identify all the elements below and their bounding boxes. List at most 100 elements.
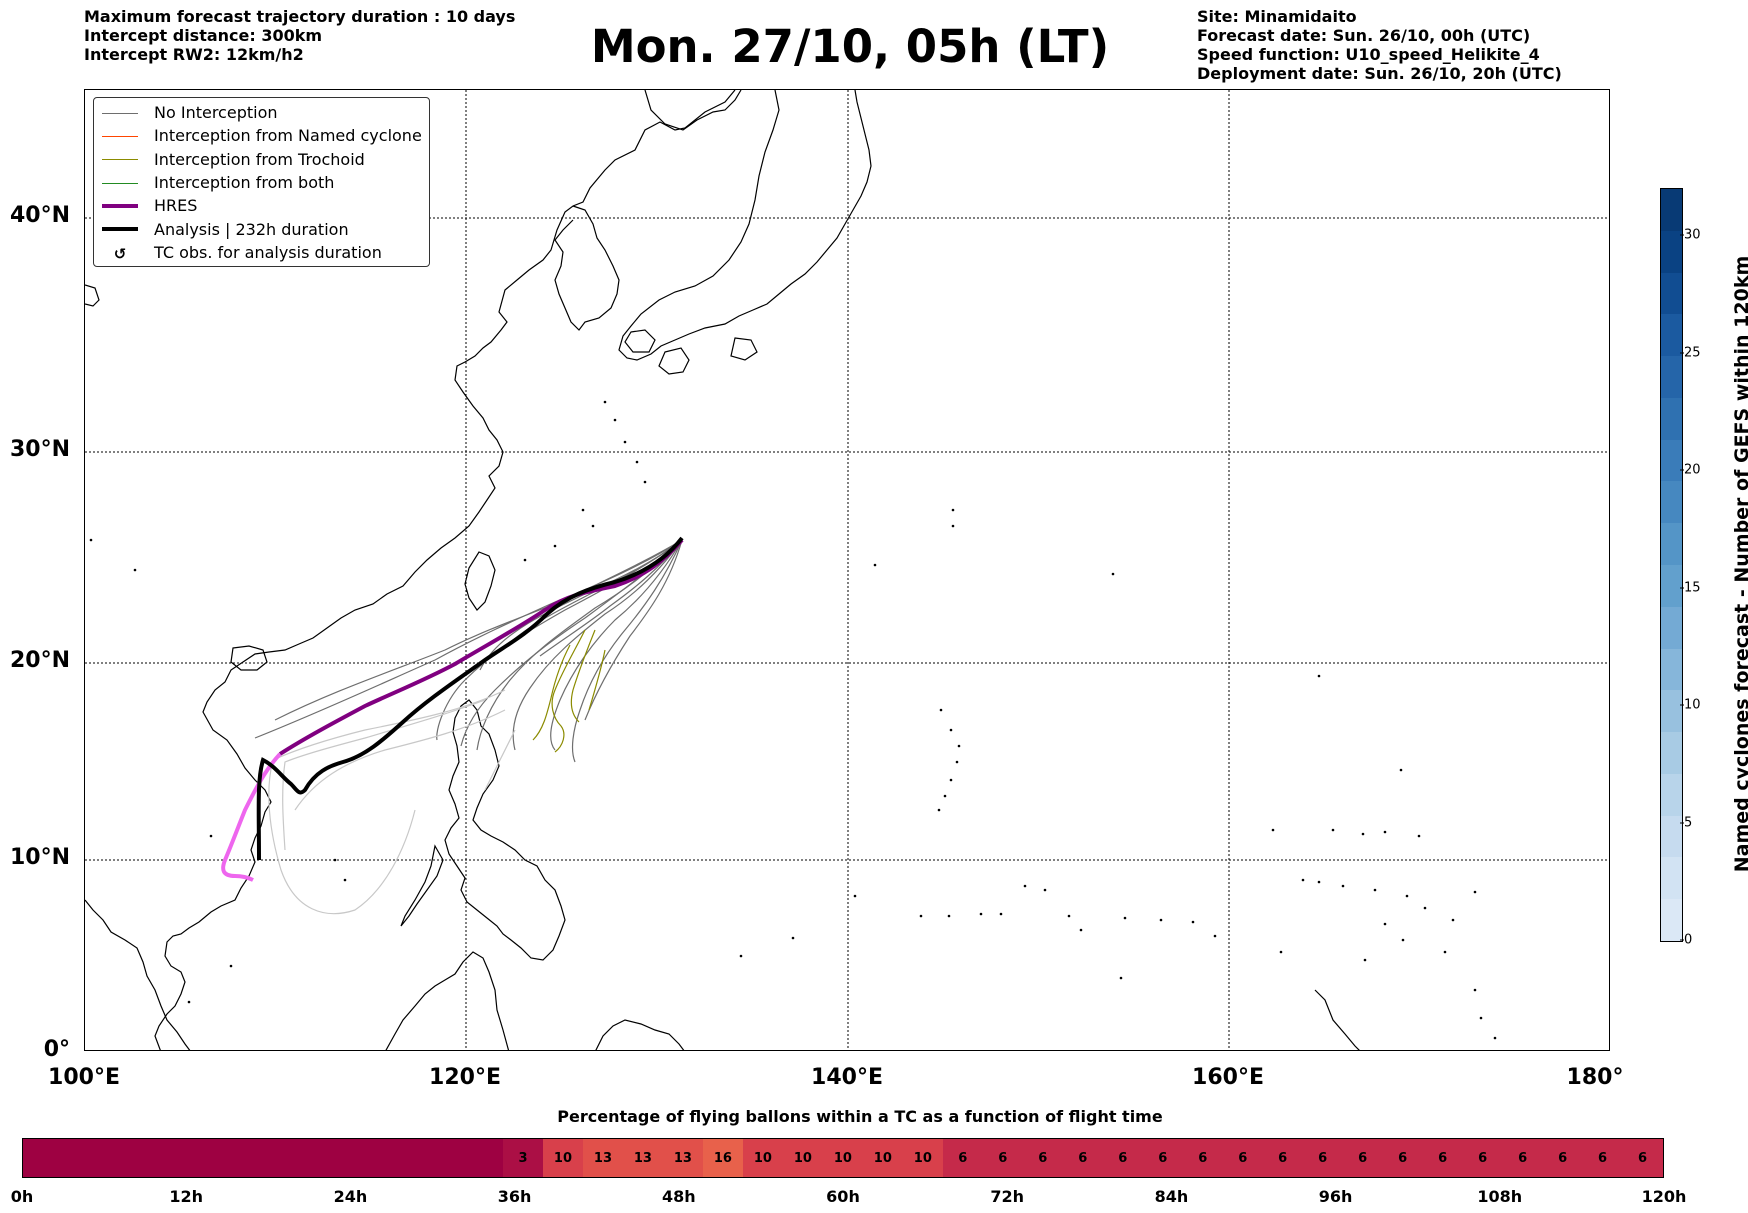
map-canvas (85, 90, 1609, 1050)
legend-label: Interception from both (154, 173, 335, 193)
colorbar-segment (1661, 648, 1682, 691)
timebar-cell: 6 (1542, 1139, 1583, 1177)
no-interception-trajectories (254, 539, 683, 763)
site-text: Site: Minamidaito (1197, 7, 1357, 26)
colorbar-segment (1661, 564, 1682, 607)
colorbar: 0 5 10 15 20 25 30 (1660, 188, 1701, 947)
timebar-cell: 6 (1422, 1139, 1463, 1177)
colorbar-segment (1661, 815, 1682, 858)
timebar-cell: 6 (1222, 1139, 1263, 1177)
legend-label: HRES (154, 196, 198, 216)
coastlines (85, 90, 1497, 1050)
site-info: Site: Minamidaito Forecast date: Sun. 26… (1197, 7, 1562, 83)
lon-label-100e: 100°E (48, 1065, 120, 1090)
colorbar-segment (1661, 606, 1682, 649)
analysis-trajectory (256, 536, 684, 861)
lat-label-20n: 20°N (9, 648, 70, 673)
legend-label: Interception from Trochoid (154, 149, 365, 169)
legend-label: Analysis | 232h duration (154, 219, 349, 239)
timebar-cell: 3 (503, 1139, 543, 1177)
timebar-cell: 6 (982, 1139, 1023, 1177)
timebar-tick-label: 120h (1641, 1187, 1687, 1206)
forecast-parameters: Maximum forecast trajectory duration : 1… (84, 7, 515, 64)
colorbar-segment (1661, 439, 1682, 482)
timebar-cell: 13 (582, 1139, 623, 1177)
intercept-distance-text: Intercept distance: 300km (84, 26, 323, 45)
legend-item: No Interception (100, 101, 423, 124)
cyclone-icon: ↺ (113, 245, 127, 264)
colorbar-segment (1661, 230, 1682, 273)
hres-trajectory-tail (221, 752, 282, 882)
timebar-tick-label: 84h (1154, 1187, 1189, 1206)
timebar-tick-label: 36h (497, 1187, 532, 1206)
colorbar-segment (1661, 773, 1682, 816)
timebar-cell: 10 (742, 1139, 783, 1177)
tc-percentage-timebar: 3 10 13 13 13 16 10 10 10 10 10 6 6 6 6 6 6 6 6 6 6 6 6 6 6 6 6 6 6 (22, 1138, 1664, 1178)
timebar-cell: 6 (1622, 1139, 1663, 1177)
colorbar-label: Named cyclones forecast - Number of GEFS… (1731, 255, 1748, 873)
colorbar-segment (1661, 857, 1682, 900)
colorbar-scale (1660, 188, 1683, 942)
colorbar-segment (1661, 314, 1682, 357)
trochoid-trajectories (532, 629, 606, 753)
timebar-cell: 6 (1302, 1139, 1343, 1177)
lon-label-180: 180° (1566, 1065, 1624, 1090)
colorbar-segment (1661, 523, 1682, 565)
colorbar-tick: 15 (1680, 580, 1701, 595)
colorbar-segment (1661, 899, 1682, 941)
colorbar-tick: 20 (1680, 462, 1701, 478)
timebar-cell: 6 (1102, 1139, 1143, 1177)
legend-item: Interception from Trochoid (100, 148, 423, 171)
lat-label-10n: 10°N (9, 845, 70, 870)
lat-label-30n: 30°N (9, 437, 70, 462)
timebar-title: Percentage of flying ballons within a TC… (557, 1107, 1163, 1126)
timebar-cell: 6 (942, 1139, 983, 1177)
timebar-cell: 10 (822, 1139, 863, 1177)
timebar-tick-label: 108h (1477, 1187, 1523, 1206)
timebar-cell: 6 (1342, 1139, 1383, 1177)
speed-function-text: Speed function: U10_speed_Helikite_4 (1197, 45, 1540, 64)
timebar-cell: 6 (1582, 1139, 1623, 1177)
timebar-cell: 10 (902, 1139, 943, 1177)
lon-label-140e: 140°E (811, 1065, 883, 1090)
colorbar-tick: 5 (1679, 815, 1693, 830)
timebar-cell: 6 (1022, 1139, 1063, 1177)
colorbar-tick: 30 (1680, 227, 1701, 243)
colorbar-tick: 0 (1679, 932, 1693, 948)
legend-label: Interception from Named cyclone (154, 126, 422, 146)
light-trajectories (268, 689, 516, 915)
colorbar-segment (1661, 481, 1682, 524)
timebar-cell: 10 (862, 1139, 903, 1177)
colorbar-segment (1661, 397, 1682, 440)
map-gridlines (85, 90, 1609, 1050)
timebar-cell: 6 (1462, 1139, 1503, 1177)
colorbar-segment (1661, 356, 1682, 398)
timebar-tick-label: 12h (169, 1187, 204, 1206)
timebar-cell: 13 (622, 1139, 663, 1177)
colorbar-tick: 25 (1680, 345, 1701, 360)
max-duration-text: Maximum forecast trajectory duration : 1… (84, 7, 516, 26)
colorbar-segment (1661, 188, 1682, 231)
legend-item: Analysis | 232h duration (100, 217, 423, 240)
timebar-cell (23, 1139, 503, 1177)
legend-item: HRES (100, 194, 423, 217)
intercept-rw2-text: Intercept RW2: 12km/h2 (84, 45, 304, 64)
timebar-cell: 6 (1502, 1139, 1543, 1177)
page-title: Mon. 27/10, 05h (LT) (590, 20, 1110, 73)
lat-label-40n: 40°N (9, 203, 70, 228)
lon-label-120e: 120°E (429, 1065, 501, 1090)
colorbar-tick: 10 (1680, 697, 1701, 713)
timebar-tick-label: 60h (826, 1187, 860, 1206)
timebar-tick-label: 72h (990, 1187, 1025, 1206)
deployment-date-text: Deployment date: Sun. 26/10, 20h (UTC) (1197, 64, 1562, 83)
timebar-cell: 6 (1262, 1139, 1303, 1177)
legend-label: TC obs. for analysis duration (154, 242, 382, 262)
legend-item: ↺ TC obs. for analysis duration (100, 241, 423, 264)
timebar-cell: 6 (1142, 1139, 1183, 1177)
trajectory-map[interactable] (84, 89, 1610, 1051)
forecast-date-text: Forecast date: Sun. 26/10, 00h (UTC) (1197, 26, 1531, 45)
timebar-cell: 6 (1062, 1139, 1103, 1177)
lat-label-0: 0° (43, 1037, 70, 1062)
timebar-cell: 6 (1382, 1139, 1423, 1177)
